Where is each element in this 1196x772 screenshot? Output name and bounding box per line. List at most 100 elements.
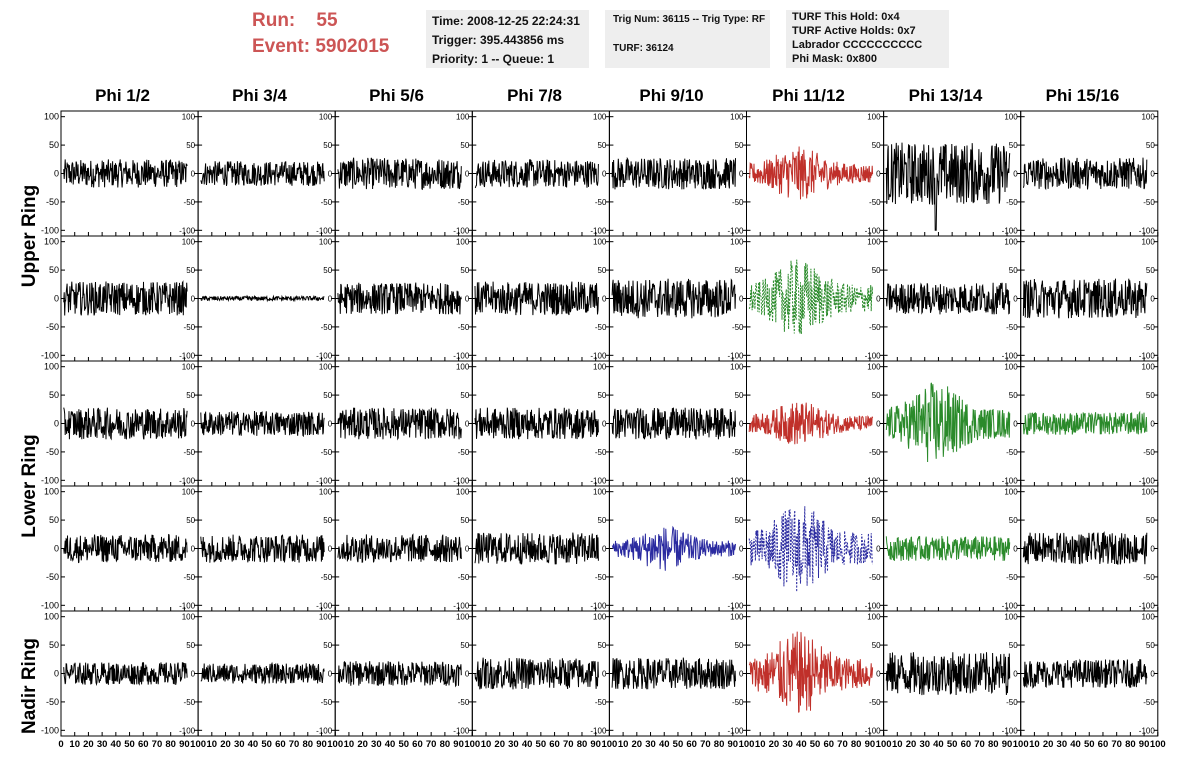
y-tick-label-inner: -50	[595, 698, 607, 707]
phi-header-8: Phi 15/16	[1045, 86, 1120, 105]
y-tick-label-inner: 100	[730, 613, 744, 622]
y-tick-label-inner: 0	[191, 545, 196, 554]
y-tick-label-inner: -100	[865, 226, 882, 235]
y-tick-label: 50	[49, 515, 59, 525]
y-tick-label-inner: 0	[602, 545, 607, 554]
y-tick-label: -50	[46, 197, 59, 207]
y-tick-label-inner: -100	[1002, 476, 1019, 485]
waveform-trace	[63, 662, 188, 687]
y-tick-label-inner: -100	[865, 476, 882, 485]
y-tick-label-inner: 50	[872, 516, 881, 525]
x-tick-label: 50	[810, 739, 821, 750]
phi-header-4: Phi 7/8	[507, 86, 562, 105]
y-tick-label-inner: -50	[184, 198, 196, 207]
x-tick-label: 30	[919, 739, 930, 750]
y-tick-label-inner: 100	[182, 613, 196, 622]
x-tick-label: 20	[1043, 739, 1054, 750]
y-tick-label-inner: 50	[323, 266, 332, 275]
x-tick-label: 80	[988, 739, 999, 750]
waveform-trace	[748, 146, 874, 200]
x-tick-label: 40	[796, 739, 807, 750]
y-tick-label-inner: -100	[1139, 726, 1156, 735]
y-tick-label-inner: 0	[876, 420, 881, 429]
y-tick-label: 50	[49, 140, 59, 150]
y-tick-label-inner: 50	[186, 641, 195, 650]
y-tick-label-inner: 100	[182, 238, 196, 247]
y-tick-label-inner: -100	[590, 351, 607, 360]
y-tick-label-inner: -50	[321, 198, 333, 207]
run-value: 55	[316, 10, 338, 31]
y-tick-label-inner: -50	[732, 448, 744, 457]
y-tick-label-inner: 0	[876, 670, 881, 679]
y-tick-label-inner: 100	[456, 113, 470, 122]
y-tick-label-inner: 100	[182, 488, 196, 497]
y-tick-label-inner: -50	[1143, 323, 1155, 332]
x-tick-label: 80	[577, 739, 588, 750]
waveform-trace	[611, 525, 736, 571]
y-tick-label-inner: -50	[732, 573, 744, 582]
y-tick-label-inner: -100	[590, 476, 607, 485]
y-tick-label-inner: 100	[319, 363, 333, 372]
y-tick-label-inner: -50	[595, 448, 607, 457]
x-tick-label: 50	[947, 739, 958, 750]
x-tick-label: 80	[851, 739, 862, 750]
waveform-trace	[474, 281, 599, 316]
event-value: 5902015	[315, 36, 390, 57]
x-tick-label: 80	[714, 739, 725, 750]
y-tick-label-inner: 0	[191, 295, 196, 304]
turf-text: TURF: 36124	[613, 43, 674, 54]
y-tick-label: 100	[44, 112, 59, 122]
y-tick-label-inner: -50	[458, 448, 470, 457]
x-tick-label: 40	[522, 739, 533, 750]
y-tick-label-inner: -50	[184, 448, 196, 457]
y-tick-label: -50	[46, 697, 59, 707]
x-tick-label: 90	[316, 739, 327, 750]
waveform-trace	[748, 259, 874, 335]
y-tick-label: -100	[41, 350, 59, 360]
waveform-trace	[1022, 658, 1148, 689]
y-tick-label-inner: 0	[876, 295, 881, 304]
y-tick-label-inner: -50	[321, 698, 333, 707]
y-tick-label-inner: 50	[1146, 516, 1155, 525]
x-tick-label: 10	[1029, 739, 1040, 750]
y-tick-label-inner: 50	[1146, 641, 1155, 650]
y-tick-label-inner: 0	[1013, 545, 1018, 554]
y-tick-label-inner: 0	[465, 545, 470, 554]
x-tick-label: 40	[659, 739, 670, 750]
y-tick-label-inner: 100	[456, 613, 470, 622]
y-tick-label-inner: 100	[456, 363, 470, 372]
trigger-info-box: Trig Num: 36115 -- Trig Type: RF TURF: 3…	[605, 10, 770, 68]
y-tick-label-inner: -50	[869, 573, 881, 582]
x-tick-label: 80	[1125, 739, 1136, 750]
phi-header-2: Phi 3/4	[232, 86, 287, 105]
turf-active-holds: TURF Active Holds: 0x7	[792, 25, 916, 37]
y-tick-label-inner: -100	[865, 726, 882, 735]
y-tick-label-inner: 100	[456, 488, 470, 497]
y-tick-label-inner: -50	[1006, 323, 1018, 332]
waveform-trace	[885, 282, 1011, 315]
priority-text: Priority: 1 -- Queue: 1	[432, 52, 555, 66]
waveform-trace	[63, 533, 188, 564]
y-tick-label-inner: 50	[323, 141, 332, 150]
turf-info-box: TURF This Hold: 0x4 TURF Active Holds: 0…	[786, 10, 949, 68]
x-tick-label: 100	[739, 739, 755, 750]
y-tick-label-inner: 100	[1141, 613, 1155, 622]
y-tick-label-inner: -50	[1006, 573, 1018, 582]
waveform-trace	[63, 407, 188, 441]
y-tick-label-inner: 0	[602, 420, 607, 429]
phi-header-5: Phi 9/10	[639, 86, 704, 105]
y-tick-label-inner: -50	[869, 448, 881, 457]
y-tick-label-inner: 100	[867, 363, 881, 372]
x-tick-label: 70	[1111, 739, 1122, 750]
x-tick-label: 50	[673, 739, 684, 750]
waveform-trace	[885, 652, 1011, 696]
y-tick-label-inner: -50	[458, 698, 470, 707]
y-tick-label-inner: -50	[458, 198, 470, 207]
x-tick-label: 20	[357, 739, 368, 750]
y-tick-label-inner: -100	[865, 351, 882, 360]
y-tick-label-inner: 0	[1150, 670, 1155, 679]
y-tick-label-inner: -100	[179, 351, 196, 360]
x-tick-label: 100	[876, 739, 892, 750]
run-label: Run:	[252, 10, 296, 31]
